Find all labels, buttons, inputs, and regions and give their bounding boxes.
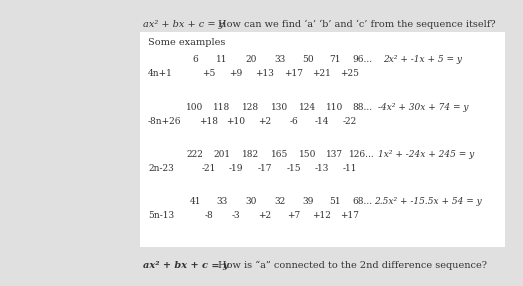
- Text: 110: 110: [326, 103, 344, 112]
- Text: -21: -21: [202, 164, 216, 173]
- Text: ax² + bx + c = y: ax² + bx + c = y: [143, 20, 224, 29]
- Text: +2: +2: [258, 211, 271, 220]
- Text: +21: +21: [313, 69, 332, 78]
- Text: 137: 137: [326, 150, 344, 159]
- Text: -11: -11: [343, 164, 357, 173]
- Text: How can we find ‘a’ ‘b’ and ‘c’ from the sequence itself?: How can we find ‘a’ ‘b’ and ‘c’ from the…: [218, 20, 496, 29]
- Text: 100: 100: [186, 103, 203, 112]
- Text: 41: 41: [189, 197, 201, 206]
- Text: +10: +10: [226, 117, 245, 126]
- Text: Some examples: Some examples: [148, 38, 225, 47]
- Text: +12: +12: [313, 211, 332, 220]
- Text: 88...: 88...: [352, 103, 372, 112]
- Text: 96...: 96...: [352, 55, 372, 64]
- Text: How is “a” connected to the 2nd difference sequence?: How is “a” connected to the 2nd differen…: [218, 261, 487, 270]
- Text: 50: 50: [302, 55, 314, 64]
- Text: +7: +7: [287, 211, 301, 220]
- Text: -14: -14: [315, 117, 329, 126]
- Text: ax² + bx + c = y: ax² + bx + c = y: [143, 261, 229, 270]
- Text: -8: -8: [204, 211, 213, 220]
- Text: -8n+26: -8n+26: [148, 117, 181, 126]
- Text: 5n-13: 5n-13: [148, 211, 174, 220]
- Text: -17: -17: [258, 164, 272, 173]
- Text: 165: 165: [271, 150, 289, 159]
- Text: 11: 11: [216, 55, 228, 64]
- Text: +9: +9: [230, 69, 243, 78]
- Text: 2n-23: 2n-23: [148, 164, 174, 173]
- Text: +17: +17: [285, 69, 303, 78]
- Text: +5: +5: [202, 69, 215, 78]
- Text: 126...: 126...: [349, 150, 375, 159]
- Text: 4n+1: 4n+1: [148, 69, 173, 78]
- Text: -3: -3: [232, 211, 240, 220]
- Text: 2x² + -1x + 5 = y: 2x² + -1x + 5 = y: [383, 55, 462, 64]
- Text: 1x² + -24x + 245 = y: 1x² + -24x + 245 = y: [378, 150, 474, 159]
- Text: 39: 39: [302, 197, 314, 206]
- FancyBboxPatch shape: [129, 25, 516, 253]
- Text: 6: 6: [192, 55, 198, 64]
- Text: 222: 222: [187, 150, 203, 159]
- Text: -15: -15: [287, 164, 301, 173]
- Text: +13: +13: [256, 69, 275, 78]
- Text: 71: 71: [329, 55, 341, 64]
- Text: 51: 51: [329, 197, 341, 206]
- Text: +18: +18: [199, 117, 219, 126]
- Text: -13: -13: [315, 164, 329, 173]
- Text: 130: 130: [271, 103, 289, 112]
- Text: -4x² + 30x + 74 = y: -4x² + 30x + 74 = y: [378, 103, 469, 112]
- Text: +25: +25: [340, 69, 359, 78]
- Text: -19: -19: [229, 164, 243, 173]
- Text: -22: -22: [343, 117, 357, 126]
- Text: 124: 124: [300, 103, 316, 112]
- Text: 2.5x² + -15.5x + 54 = y: 2.5x² + -15.5x + 54 = y: [374, 197, 482, 206]
- Text: 32: 32: [275, 197, 286, 206]
- Text: 128: 128: [243, 103, 259, 112]
- Text: 30: 30: [245, 197, 257, 206]
- Text: 182: 182: [243, 150, 259, 159]
- Text: 20: 20: [245, 55, 257, 64]
- Text: 33: 33: [217, 197, 228, 206]
- Text: 68...: 68...: [352, 197, 372, 206]
- Text: 201: 201: [213, 150, 231, 159]
- Text: +2: +2: [258, 117, 271, 126]
- Text: +17: +17: [340, 211, 359, 220]
- Text: -6: -6: [290, 117, 299, 126]
- Text: 33: 33: [275, 55, 286, 64]
- Text: 150: 150: [299, 150, 317, 159]
- Text: 118: 118: [213, 103, 231, 112]
